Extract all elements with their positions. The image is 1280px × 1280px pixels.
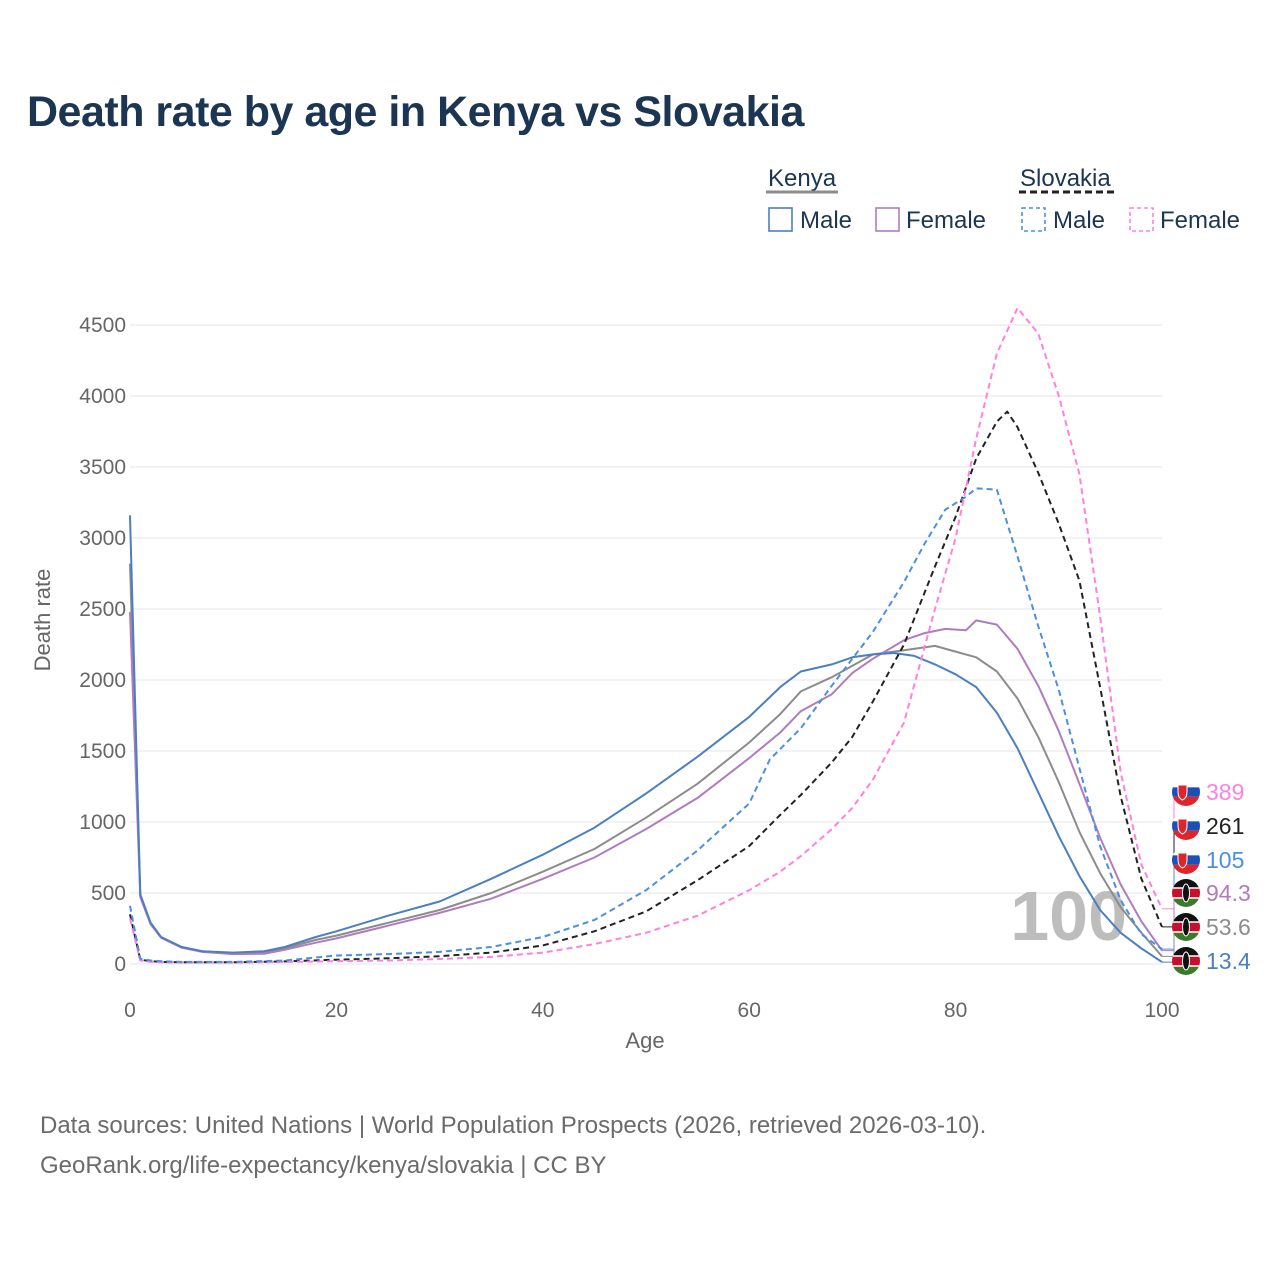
end-label-kenya-female: 94.3 bbox=[1206, 880, 1251, 906]
flag-ke-icon bbox=[1172, 913, 1200, 941]
series-line-slovakia-female[interactable] bbox=[129, 307, 1163, 964]
y-tick-label-3500: 3500 bbox=[79, 456, 126, 479]
y-tick-label-2500: 2500 bbox=[79, 598, 126, 621]
x-axis-title: Age bbox=[625, 1028, 664, 1053]
footer: Data sources: United Nations | World Pop… bbox=[40, 1106, 986, 1186]
legend-slovakia-title: Slovakia bbox=[1020, 165, 1111, 192]
x-tick-label-40: 40 bbox=[531, 999, 554, 1022]
series-line-kenya-male[interactable] bbox=[129, 515, 1163, 963]
end-connector-kenya-total bbox=[1162, 927, 1175, 957]
x-tick-label-80: 80 bbox=[944, 999, 967, 1022]
gridlines bbox=[130, 324, 1162, 965]
end-label-slovakia-male: 105 bbox=[1206, 847, 1244, 873]
x-tick-label-0: 0 bbox=[124, 999, 136, 1022]
flag-sk-icon bbox=[1172, 812, 1200, 840]
legend-slovakia-male-label[interactable]: Male bbox=[1053, 207, 1105, 234]
legend-kenya-male-label[interactable]: Male bbox=[800, 207, 852, 234]
y-tick-label-500: 500 bbox=[91, 882, 126, 905]
x-tick-label-60: 60 bbox=[738, 999, 761, 1022]
page-title: Death rate by age in Kenya vs Slovakia bbox=[27, 88, 804, 136]
y-tick-label-2000: 2000 bbox=[79, 669, 126, 692]
end-connector-slovakia-male bbox=[1162, 860, 1175, 950]
flag-ke-icon bbox=[1172, 947, 1200, 975]
y-tick-label-3000: 3000 bbox=[79, 527, 126, 550]
legend-group-slovakia: Slovakia Male Female bbox=[1019, 165, 1240, 234]
legend-kenya-female-label[interactable]: Female bbox=[906, 207, 986, 234]
series-line-slovakia-male[interactable] bbox=[129, 487, 1163, 963]
end-label-slovakia-female: 389 bbox=[1206, 779, 1244, 805]
year-watermark: 100 bbox=[1010, 877, 1127, 955]
flag-ke-icon bbox=[1172, 879, 1200, 907]
legend-slovakia-male-swatch[interactable] bbox=[1021, 207, 1046, 232]
x-axis-ticks: 0 20 40 60 80 100 bbox=[124, 999, 1179, 1022]
legend: Kenya Male Female Slovakia Male Female bbox=[766, 165, 1240, 234]
end-connector-slovakia-total bbox=[1162, 826, 1175, 928]
end-label-kenya-male: 13.4 bbox=[1206, 948, 1251, 974]
legend-group-kenya: Kenya Male Female bbox=[766, 165, 986, 234]
series-line-kenya-female[interactable] bbox=[129, 611, 1163, 956]
legend-slovakia-female-label[interactable]: Female bbox=[1160, 207, 1240, 234]
end-label-kenya-total: 53.6 bbox=[1206, 914, 1251, 940]
y-tick-label-1000: 1000 bbox=[79, 811, 126, 834]
flag-sk-icon bbox=[1172, 778, 1200, 806]
x-tick-label-100: 100 bbox=[1144, 999, 1179, 1022]
end-labels: 389 261 105 94.3 53.6 13.4 bbox=[1162, 778, 1251, 975]
y-axis-ticks: 0 500 1000 1500 2000 2500 3000 3500 4000 4500 bbox=[79, 314, 126, 976]
series-line-slovakia-total[interactable] bbox=[129, 410, 1163, 964]
y-tick-label-4500: 4500 bbox=[79, 314, 126, 337]
y-tick-label-1500: 1500 bbox=[79, 740, 126, 763]
y-tick-label-4000: 4000 bbox=[79, 385, 126, 408]
series-line-kenya-total[interactable] bbox=[129, 563, 1163, 958]
end-label-slovakia-total: 261 bbox=[1206, 813, 1244, 839]
end-connector-kenya-female bbox=[1162, 893, 1175, 952]
legend-kenya-title: Kenya bbox=[768, 165, 837, 192]
x-tick-label-20: 20 bbox=[325, 999, 348, 1022]
legend-kenya-male-swatch[interactable] bbox=[768, 207, 793, 232]
footer-link[interactable]: GeoRank.org/life-expectancy/kenya/slovak… bbox=[40, 1152, 607, 1179]
footer-sources: Data sources: United Nations | World Pop… bbox=[40, 1112, 987, 1139]
legend-slovakia-female-swatch[interactable] bbox=[1129, 207, 1154, 232]
y-axis-title: Death rate bbox=[30, 569, 55, 672]
y-tick-label-0: 0 bbox=[114, 953, 126, 976]
flag-sk-icon bbox=[1172, 846, 1200, 874]
legend-kenya-female-swatch[interactable] bbox=[875, 207, 900, 232]
series-lines bbox=[129, 307, 1163, 964]
